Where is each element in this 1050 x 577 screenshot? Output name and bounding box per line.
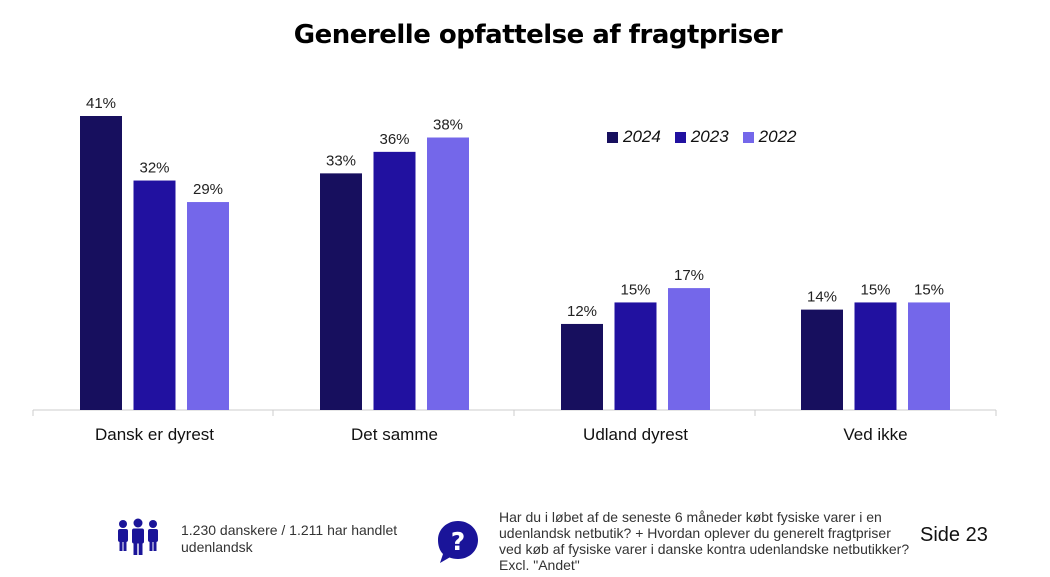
bar-2022-1 (187, 202, 229, 410)
legend-label: 2024 (623, 127, 661, 146)
legend-item-2022: 2022 (742, 127, 797, 147)
bar-2023-1 (133, 180, 176, 410)
data-label: 41% (86, 95, 116, 112)
legend-label: 2023 (690, 127, 729, 146)
chart-legend: 2024 2023 2022 (607, 127, 796, 147)
sample-size-text: 1.230 danskere / 1.211 har handlet udenl… (181, 522, 398, 555)
legend-swatch (607, 131, 618, 143)
bar-2024-1 (80, 116, 122, 410)
legend-swatch (742, 131, 754, 143)
data-label: 38% (433, 117, 463, 134)
bar-2022-3 (668, 288, 710, 410)
bar-2023-3 (614, 302, 657, 410)
data-label: 36% (379, 131, 409, 148)
bar-chart: 41% 32% 29% Dansk er dyrest 33% 36% 38% Det sam… (32, 95, 997, 444)
bar-2024-4 (801, 309, 843, 410)
category-label: Udland dyrest (583, 425, 688, 444)
bar-2023-4 (854, 302, 897, 410)
data-label: 29% (193, 181, 223, 198)
question-bubble-icon: ? (438, 521, 478, 563)
bar-2022-2 (427, 137, 469, 410)
people-group-icon (118, 518, 158, 555)
category-label: Dansk er dyrest (95, 425, 214, 444)
data-label: 33% (326, 152, 356, 169)
chart-title: Generelle opfattelse af fragtpriser (293, 20, 783, 50)
data-label: 14% (807, 289, 837, 306)
category-label: Ved ikke (843, 425, 907, 444)
bar-2023-2 (373, 151, 416, 411)
legend-swatch (674, 131, 686, 143)
bar-2022-4 (908, 302, 950, 410)
category-label: Det samme (351, 425, 438, 444)
legend-label: 2022 (758, 127, 797, 146)
legend-item-2023: 2023 (674, 127, 729, 147)
bar-2024-3 (561, 323, 603, 410)
data-label: 32% (139, 160, 169, 177)
data-label: 15% (620, 281, 650, 298)
data-label: 17% (674, 267, 704, 284)
data-label: 15% (914, 281, 944, 298)
data-label: 15% (860, 281, 890, 298)
data-label: 12% (567, 303, 597, 320)
legend-item-2024: 2024 (607, 127, 661, 147)
bar-2024-2 (320, 173, 362, 410)
page-number: Side 23 (920, 524, 988, 546)
survey-question-text: Har du i løbet af de seneste 6 måneder k… (499, 509, 910, 573)
svg-text:?: ? (451, 527, 466, 556)
